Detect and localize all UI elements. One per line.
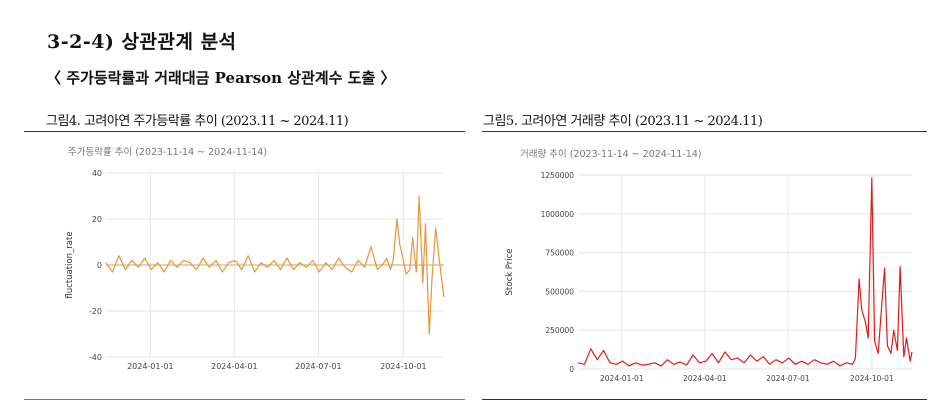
figure-4-bottom-rule bbox=[24, 399, 465, 400]
figure-4-caption: 그림4. 고려아연 주가등락률 추이 (2023.11 ~ 2024.11) bbox=[46, 114, 349, 129]
y-tick-label: 250000 bbox=[545, 326, 574, 335]
series-line bbox=[105, 195, 445, 335]
x-tick-label: 2024-01-01 bbox=[600, 374, 644, 383]
section-number: 3-2-4) bbox=[47, 31, 115, 53]
chart-fluctuation-rate: 주가등락률 추이 (2023-11-14 ~ 2024-11-14) 40 20 0 -… bbox=[24, 140, 465, 395]
subtitle: 〈 주가등락률과 거래대금 Pearson 상관계수 도출 〉 bbox=[46, 69, 396, 87]
chart-volume: 거래량 추이 (2023-11-14 ~ 2024-11-14) 1250000 1… bbox=[482, 140, 927, 395]
chart-volume-svg: 거래량 추이 (2023-11-14 ~ 2024-11-14) 1250000 1… bbox=[505, 148, 913, 383]
y-tick-label: 20 bbox=[92, 215, 102, 224]
y-axis-label: Stock Price bbox=[505, 249, 515, 296]
y-tick-label: 750000 bbox=[545, 249, 574, 258]
y-tick-label: 1000000 bbox=[541, 210, 575, 219]
x-tick-label: 2024-01-01 bbox=[127, 362, 174, 371]
chart-title: 주가등락률 추이 (2023-11-14 ~ 2024-11-14) bbox=[68, 146, 267, 158]
y-tick-label: -40 bbox=[89, 353, 102, 362]
y-axis-label: fluctuation_rate bbox=[65, 231, 75, 298]
x-tick-label: 2024-04-01 bbox=[211, 362, 258, 371]
x-tick-label: 2024-10-01 bbox=[380, 362, 427, 371]
x-tick-label: 2024-10-01 bbox=[850, 374, 894, 383]
series-line bbox=[577, 177, 913, 367]
section-heading: 3-2-4) 상관관계 분석 bbox=[47, 27, 237, 54]
y-tick-label: 40 bbox=[92, 169, 102, 178]
y-tick-label: -20 bbox=[89, 307, 102, 316]
chart-title: 거래량 추이 (2023-11-14 ~ 2024-11-14) bbox=[520, 148, 702, 160]
y-tick-label: 1250000 bbox=[541, 171, 575, 180]
x-tick-label: 2024-04-01 bbox=[683, 374, 727, 383]
figure-4-top-rule bbox=[24, 131, 465, 132]
y-tick-label: 0 bbox=[569, 365, 574, 374]
x-tick-label: 2024-07-01 bbox=[295, 362, 342, 371]
y-tick-label: 500000 bbox=[545, 287, 574, 296]
chart-fluctuation-rate-svg: 주가등락률 추이 (2023-11-14 ~ 2024-11-14) 40 20 0 -… bbox=[65, 146, 445, 371]
figure-5-top-rule bbox=[482, 131, 927, 132]
y-tick-label: 0 bbox=[97, 261, 102, 270]
x-tick-label: 2024-07-01 bbox=[766, 374, 810, 383]
section-title: 상관관계 분석 bbox=[121, 31, 237, 53]
figure-5-bottom-rule bbox=[482, 399, 927, 400]
figure-5-caption: 그림5. 고려아연 거래량 추이 (2023.11 ~ 2024.11) bbox=[483, 114, 763, 129]
